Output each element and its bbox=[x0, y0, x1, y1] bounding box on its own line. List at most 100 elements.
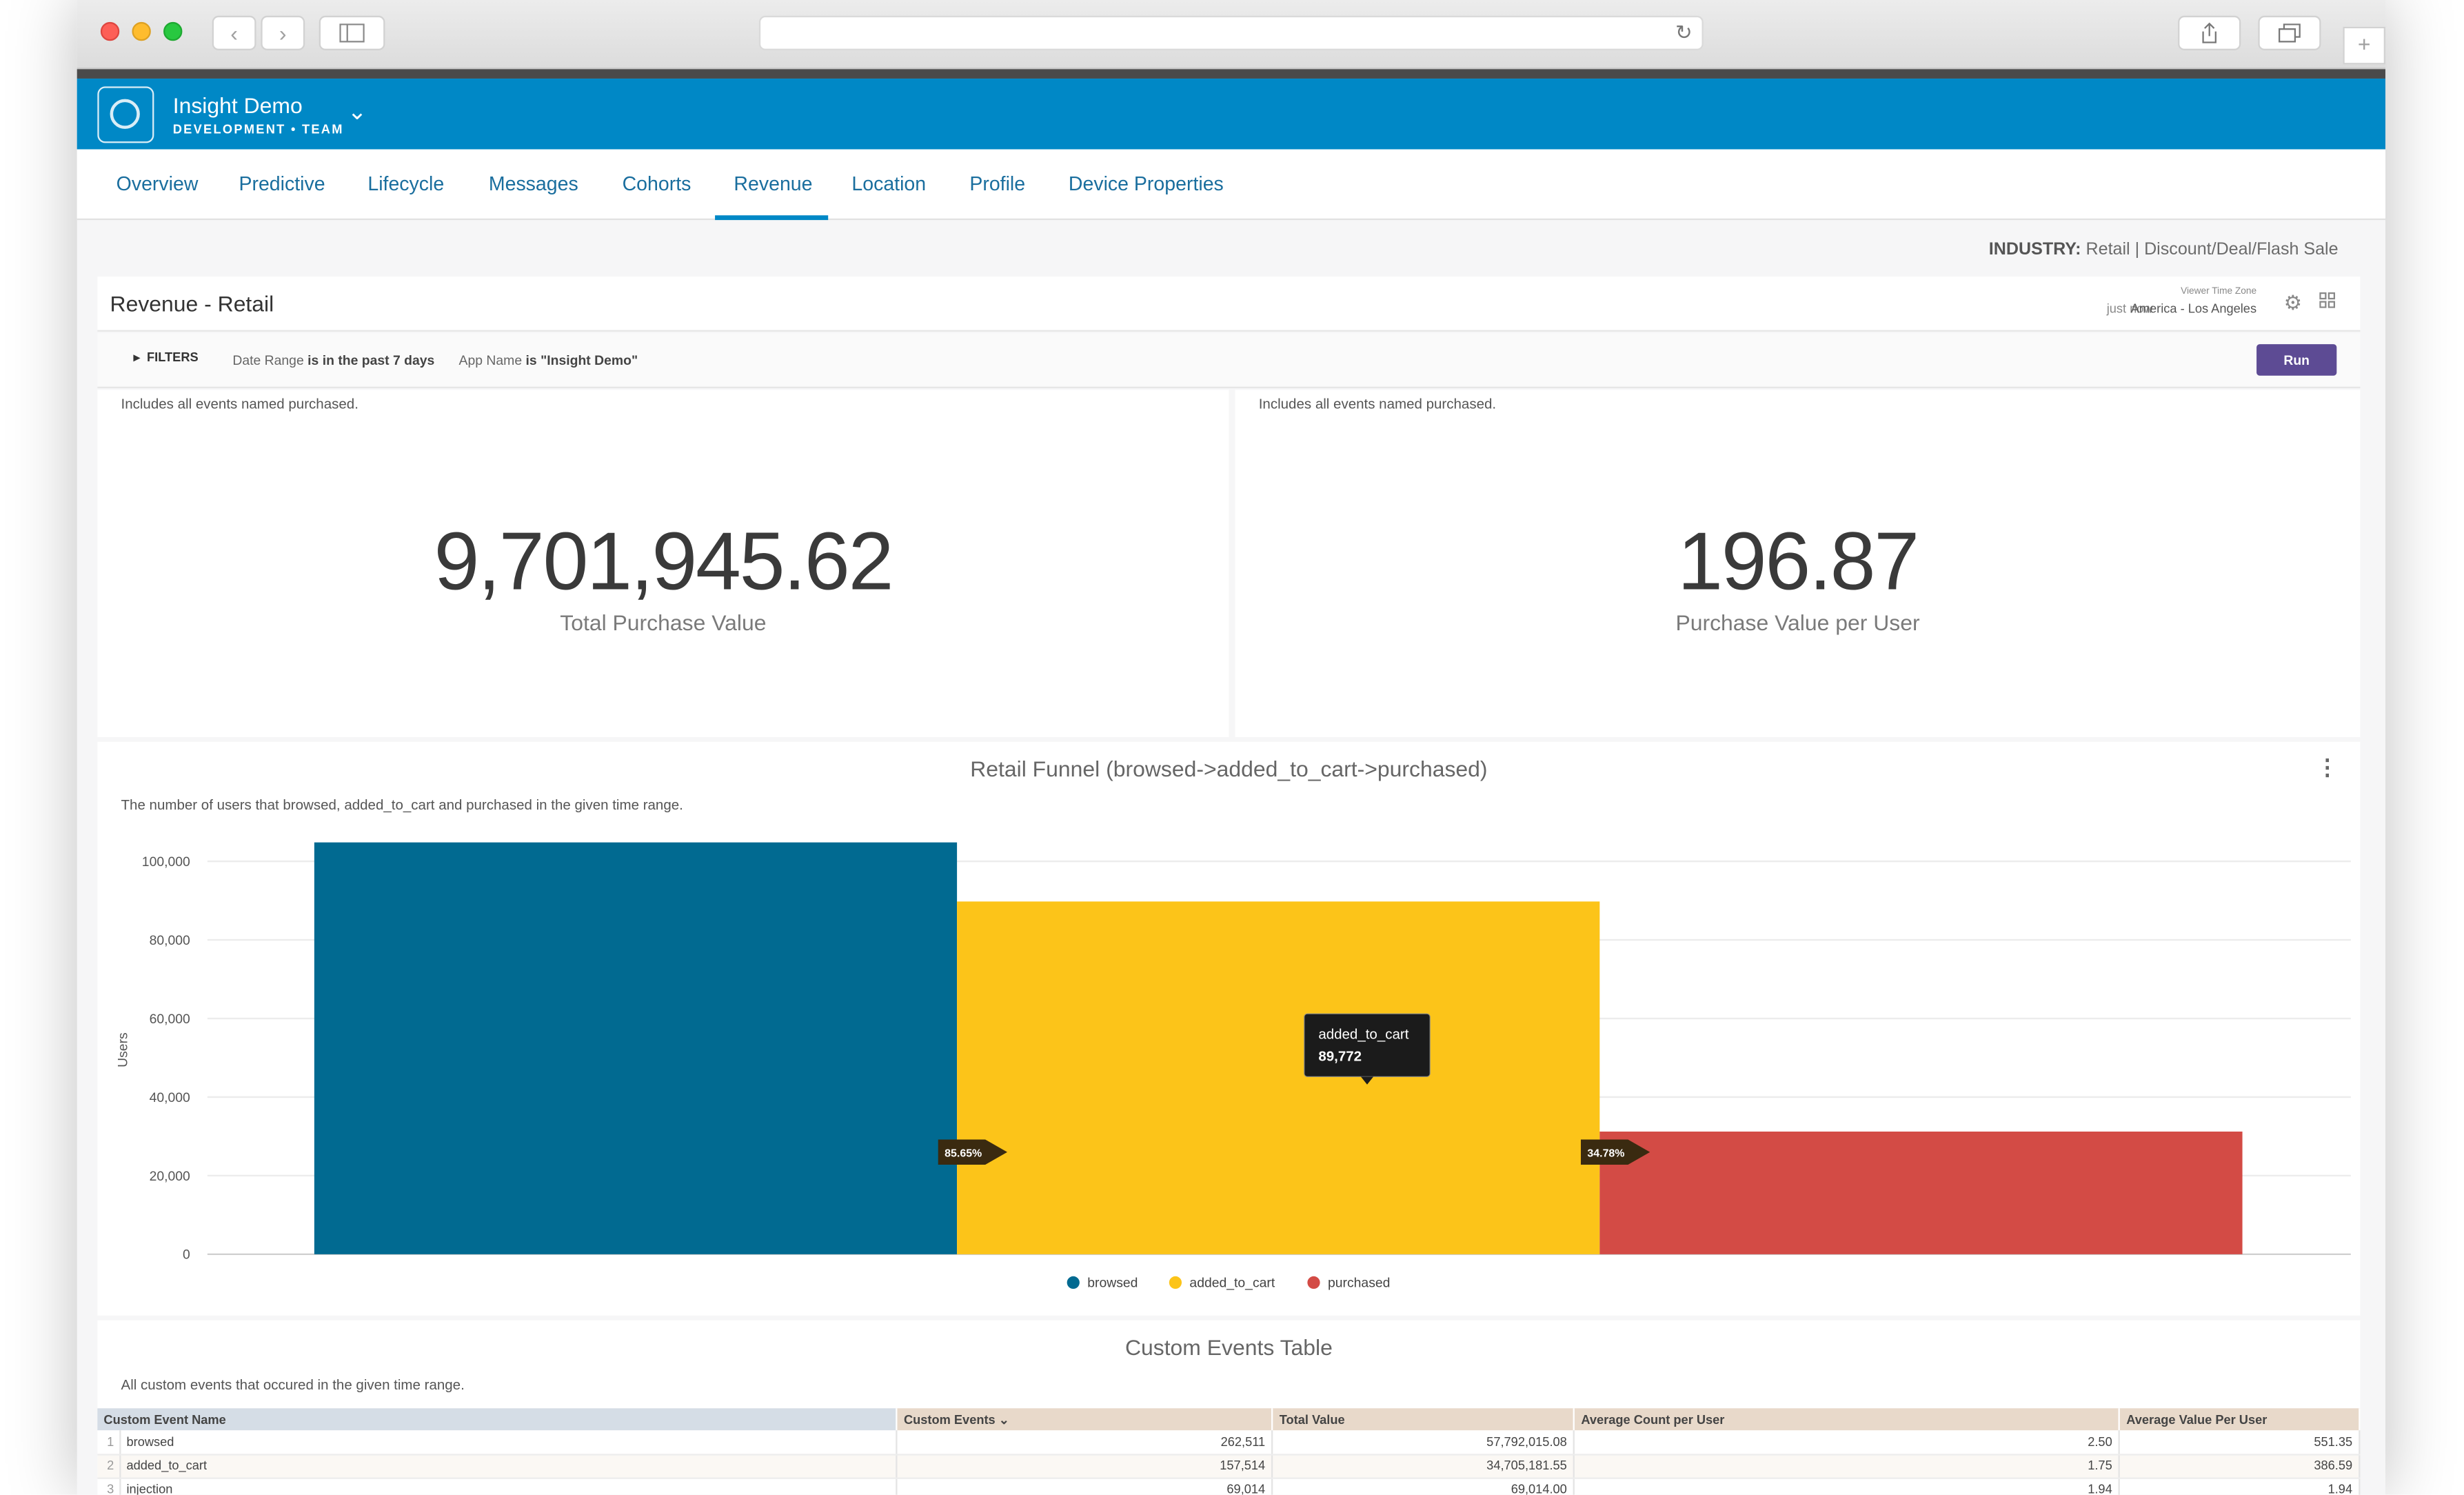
new-tab-button[interactable]: + bbox=[2343, 26, 2385, 65]
avg-value-cell: 1.94 bbox=[2119, 1477, 2361, 1495]
tab-profile[interactable]: Profile bbox=[969, 172, 1026, 195]
table-description: All custom events that occured in the gi… bbox=[121, 1376, 465, 1393]
kpi-description: Includes all events named purchased. bbox=[121, 396, 359, 412]
app-name[interactable]: Insight Demo bbox=[172, 92, 303, 118]
tab-revenue[interactable]: Revenue bbox=[734, 172, 813, 195]
table-title: Custom Events Table bbox=[1124, 1334, 1333, 1360]
y-axis-label: Users bbox=[116, 1032, 131, 1067]
timezone-value[interactable]: America - Los Angeles bbox=[2130, 301, 2257, 317]
avg-value-cell: 551.35 bbox=[2119, 1430, 2361, 1455]
reload-icon[interactable]: ↻ bbox=[1675, 20, 1693, 44]
y-tick-label: 60,000 bbox=[150, 1012, 190, 1027]
tooltip-pointer bbox=[1360, 1076, 1374, 1085]
app-name-value: is "Insight Demo" bbox=[525, 352, 638, 368]
table-row[interactable]: 1 browsed 262,511 57,792,015.08 2.50 551… bbox=[97, 1430, 2361, 1455]
run-button[interactable]: Run bbox=[2256, 344, 2337, 376]
conversion-arrow-icon bbox=[938, 1139, 1008, 1165]
active-tab-indicator bbox=[715, 215, 829, 221]
tooltip-series-name: added_to_cart bbox=[1318, 1027, 1408, 1043]
total-value-cell: 69,014.00 bbox=[1272, 1477, 1575, 1495]
dashboard-header: Revenue - Retail Viewer Time Zone just n… bbox=[97, 277, 2361, 332]
bar-added_to_cart bbox=[957, 901, 1600, 1254]
minimize-window-button[interactable] bbox=[132, 21, 151, 41]
chart-description: The number of users that browsed, added_… bbox=[121, 796, 683, 813]
app-environment: DEVELOPMENT • TEAM bbox=[172, 122, 344, 137]
event-name-cell: added_to_cart bbox=[119, 1454, 898, 1478]
chart-tooltip bbox=[1304, 1013, 1431, 1077]
y-tick-label: 20,000 bbox=[150, 1169, 190, 1184]
browser-titlebar: ‹ › ↻ + bbox=[77, 0, 2385, 70]
share-button[interactable] bbox=[2178, 15, 2241, 50]
bar-purchased bbox=[1599, 1131, 2243, 1254]
column-header-total-value[interactable]: Total Value bbox=[1272, 1408, 1575, 1431]
sidebar-icon bbox=[339, 23, 365, 43]
close-window-button[interactable] bbox=[100, 21, 120, 41]
app-switcher-chevron-icon[interactable]: ⌄ bbox=[347, 99, 367, 126]
tooltip-value: 89,772 bbox=[1318, 1049, 1362, 1065]
column-header-event-name[interactable]: Custom Event Name bbox=[97, 1408, 898, 1431]
app-header: Insight Demo DEVELOPMENT • TEAM ⌄ bbox=[77, 78, 2385, 150]
tab-overview[interactable]: Overview bbox=[116, 172, 199, 195]
table-row[interactable]: 3 injection 69,014 69,014.00 1.94 1.94 bbox=[97, 1477, 2361, 1495]
tab-cohorts[interactable]: Cohorts bbox=[622, 172, 691, 195]
legend-swatch bbox=[1067, 1276, 1080, 1290]
gear-icon[interactable]: ⚙ bbox=[2283, 290, 2303, 314]
custom-events-cell: 157,514 bbox=[896, 1454, 1273, 1478]
back-button[interactable]: ‹ bbox=[212, 15, 256, 50]
filters-toggle[interactable]: ▸ FILTERS bbox=[133, 350, 199, 365]
date-range-value: is in the past 7 days bbox=[307, 352, 435, 368]
nav-tabs: Overview Predictive Lifecycle Messages C… bbox=[77, 149, 2385, 221]
avg-count-cell: 2.50 bbox=[1574, 1430, 2121, 1455]
share-icon bbox=[2202, 22, 2216, 43]
y-tick-label: 100,000 bbox=[142, 854, 190, 870]
table-row[interactable]: 2 added_to_cart 157,514 34,705,181.55 1.… bbox=[97, 1454, 2361, 1478]
tab-messages[interactable]: Messages bbox=[488, 172, 578, 195]
date-range-filter[interactable]: Date Range is in the past 7 days bbox=[232, 352, 434, 368]
more-vertical-icon[interactable]: ⋮ bbox=[2316, 754, 2339, 780]
custom-events-cell: 262,511 bbox=[896, 1430, 1273, 1455]
chart-title: Retail Funnel (browsed->added_to_cart->p… bbox=[970, 756, 1488, 781]
date-range-field: Date Range bbox=[232, 352, 304, 368]
conversion-rate-label: 85.65% bbox=[945, 1148, 982, 1160]
column-header-avg-value[interactable]: Average Value Per User bbox=[2119, 1408, 2361, 1431]
row-index: 3 bbox=[97, 1477, 121, 1495]
tab-predictive[interactable]: Predictive bbox=[239, 172, 325, 195]
app-name-field: App Name bbox=[458, 352, 523, 368]
event-name-cell: browsed bbox=[119, 1430, 898, 1455]
avg-count-cell: 1.94 bbox=[1574, 1477, 2121, 1495]
address-bar[interactable]: ↻ bbox=[758, 15, 1704, 50]
app-logo bbox=[97, 86, 154, 143]
tab-location[interactable]: Location bbox=[851, 172, 927, 195]
forward-button[interactable]: › bbox=[261, 15, 305, 50]
kpi-total-purchase-value: Includes all events named purchased. 9,7… bbox=[97, 390, 1229, 737]
tabs-button[interactable] bbox=[2258, 15, 2321, 50]
tabs-icon bbox=[2278, 23, 2301, 43]
sidebar-toggle-button[interactable] bbox=[319, 15, 385, 50]
legend-swatch bbox=[1169, 1276, 1182, 1290]
industry-value: Retail | Discount/Deal/Flash Sale bbox=[2086, 240, 2339, 260]
dashboard-title: Revenue - Retail bbox=[110, 290, 274, 317]
custom-events-panel: Custom Events Table All custom events th… bbox=[97, 1320, 2361, 1495]
last-updated: just now bbox=[2106, 301, 2153, 317]
column-header-avg-count[interactable]: Average Count per User bbox=[1574, 1408, 2121, 1431]
legend-label: added_to_cart bbox=[1189, 1276, 1275, 1291]
timezone-label: Viewer Time Zone bbox=[2181, 288, 2257, 297]
total-value-cell: 34,705,181.55 bbox=[1272, 1454, 1575, 1478]
column-header-custom-events[interactable]: Custom Events ⌄ bbox=[896, 1408, 1273, 1431]
legend-swatch bbox=[1307, 1276, 1320, 1290]
zoom-window-button[interactable] bbox=[163, 21, 183, 41]
industry-key: INDUSTRY: bbox=[1988, 240, 2081, 260]
grid-icon[interactable] bbox=[2319, 291, 2336, 313]
avg-value-cell: 386.59 bbox=[2119, 1454, 2361, 1478]
tab-lifecycle[interactable]: Lifecycle bbox=[367, 172, 445, 195]
kpi-label: Total Purchase Value bbox=[560, 610, 767, 635]
app-name-filter[interactable]: App Name is "Insight Demo" bbox=[459, 352, 638, 368]
tab-device-properties[interactable]: Device Properties bbox=[1068, 172, 1224, 195]
y-tick-label: 80,000 bbox=[150, 933, 190, 948]
filters-label: FILTERS bbox=[147, 350, 199, 365]
conversion-arrow-icon bbox=[1580, 1139, 1650, 1165]
kpi-label: Purchase Value per User bbox=[1675, 610, 1920, 635]
kpi-description: Includes all events named purchased. bbox=[1258, 396, 1497, 412]
tab-strip bbox=[77, 69, 2385, 79]
sort-descending-icon[interactable]: ⌄ bbox=[998, 1412, 1010, 1427]
